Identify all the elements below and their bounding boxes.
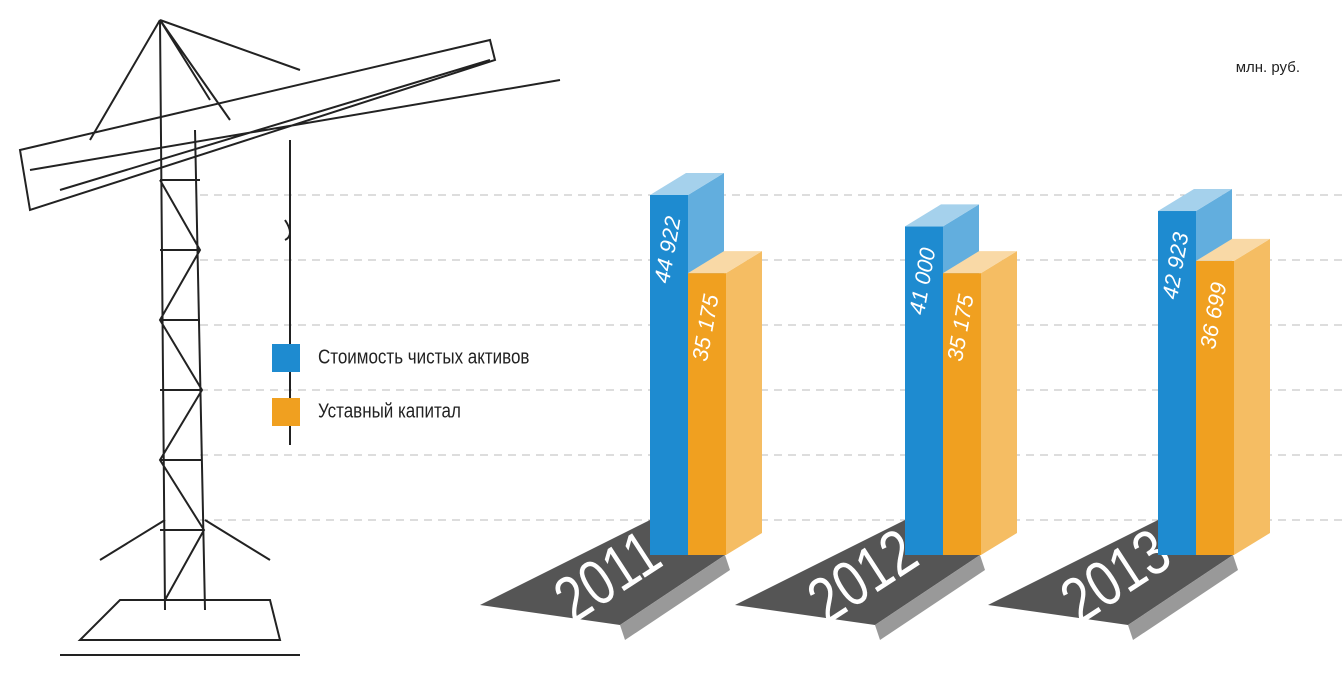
bar-side: [1234, 238, 1270, 555]
bar-side: [726, 251, 762, 555]
legend-swatch: [272, 344, 300, 372]
bar-front: [1196, 260, 1234, 555]
legend: Стоимость чистых активов Уставный капитал: [272, 344, 530, 426]
plinth-shadow: [875, 555, 985, 640]
bar-front: [905, 226, 943, 555]
legend-label: Уставный капитал: [318, 399, 461, 422]
bar-top: [650, 173, 724, 195]
bar-top: [688, 251, 762, 274]
legend-swatch: [272, 398, 300, 426]
bar-side: [981, 251, 1017, 555]
legend-label: Стоимость чистых активов: [318, 345, 530, 368]
crane-sketch: [18, 19, 561, 656]
bar-front: [688, 273, 726, 555]
bar-top: [1158, 189, 1232, 212]
plinth-shadow: [620, 555, 730, 640]
bar-top: [905, 204, 979, 227]
bar-top: [1196, 238, 1270, 261]
unit-label: млн. руб.: [1236, 59, 1300, 76]
bar-top: [943, 251, 1017, 274]
bar-front: [1158, 211, 1196, 555]
bar-front: [650, 195, 688, 555]
plinth-shadow: [1128, 555, 1238, 640]
bar-front: [943, 273, 981, 555]
